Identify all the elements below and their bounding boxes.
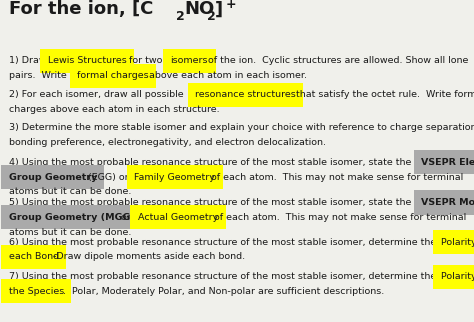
Text: Lewis Structures: Lewis Structures xyxy=(48,56,127,65)
Text: atoms but it can be done.: atoms but it can be done. xyxy=(9,187,131,196)
Text: .  Polar, Moderately Polar, and Non-polar are sufficient descriptions.: . Polar, Moderately Polar, and Non-polar… xyxy=(63,287,384,296)
Text: Polarity of: Polarity of xyxy=(441,238,474,247)
Text: ]: ] xyxy=(214,1,222,18)
Text: atoms but it can be done.: atoms but it can be done. xyxy=(9,228,131,237)
Text: 2: 2 xyxy=(207,10,215,23)
Text: +: + xyxy=(226,0,236,11)
Text: VSEPR Molecular: VSEPR Molecular xyxy=(421,198,474,207)
Text: of the ion.  Cyclic structures are allowed. Show all lone: of the ion. Cyclic structures are allowe… xyxy=(205,56,468,65)
Text: the Species: the Species xyxy=(9,287,64,296)
Text: resonance structures: resonance structures xyxy=(195,90,296,99)
Text: or: or xyxy=(118,213,134,222)
Text: 7) Using the most probable resonance structure of the most stable isomer, determ: 7) Using the most probable resonance str… xyxy=(9,272,439,281)
Text: of each atom.  This may not make sense for terminal: of each atom. This may not make sense fo… xyxy=(211,213,466,222)
Text: For the ion, [C: For the ion, [C xyxy=(9,1,153,18)
Text: Group Geometry: Group Geometry xyxy=(9,173,97,182)
Text: pairs.  Write: pairs. Write xyxy=(9,71,69,80)
Text: 6) Using the most probable resonance structure of the most stable isomer, determ: 6) Using the most probable resonance str… xyxy=(9,238,439,247)
Text: charges above each atom in each structure.: charges above each atom in each structur… xyxy=(9,105,219,114)
Text: of each atom.  This may not make sense for terminal: of each atom. This may not make sense fo… xyxy=(208,173,463,182)
Text: NO: NO xyxy=(184,1,214,18)
Text: 3) Determine the more stable isomer and explain your choice with reference to ch: 3) Determine the more stable isomer and … xyxy=(9,123,474,132)
Text: (EGG) or: (EGG) or xyxy=(85,173,132,182)
Text: -Draw dipole moments aside each bond.: -Draw dipole moments aside each bond. xyxy=(53,252,245,261)
Text: Polarity of: Polarity of xyxy=(441,272,474,281)
Text: 4) Using the most probable resonance structure of the most stable isomer, state : 4) Using the most probable resonance str… xyxy=(9,158,414,167)
Text: Family Geometry: Family Geometry xyxy=(134,173,215,182)
Text: each Bond: each Bond xyxy=(9,252,59,261)
Text: 2: 2 xyxy=(176,10,185,23)
Text: formal charges: formal charges xyxy=(77,71,149,80)
Text: Actual Geometry: Actual Geometry xyxy=(138,213,218,222)
Text: 2) For each isomer, draw all possible: 2) For each isomer, draw all possible xyxy=(9,90,186,99)
Text: Group Geometry (MGG): Group Geometry (MGG) xyxy=(9,213,135,222)
Text: for two: for two xyxy=(127,56,166,65)
Text: above each atom in each isomer.: above each atom in each isomer. xyxy=(146,71,307,80)
Text: 5) Using the most probable resonance structure of the most stable isomer, state : 5) Using the most probable resonance str… xyxy=(9,198,414,207)
Text: isomers: isomers xyxy=(171,56,208,65)
Text: VSEPR Electron: VSEPR Electron xyxy=(421,158,474,167)
Text: 1) Draw: 1) Draw xyxy=(9,56,49,65)
Text: bonding preference, electronegativity, and electron delocalization.: bonding preference, electronegativity, a… xyxy=(9,138,326,147)
Text: that satisfy the octet rule.  Write formal: that satisfy the octet rule. Write forma… xyxy=(293,90,474,99)
